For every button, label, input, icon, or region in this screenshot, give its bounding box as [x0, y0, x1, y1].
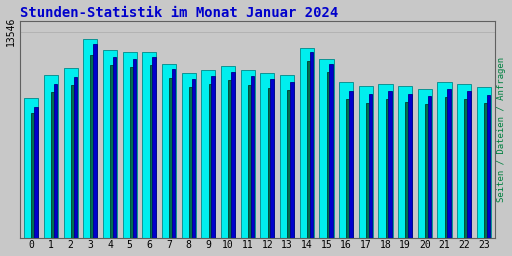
Bar	[487, 95, 490, 238]
Bar	[359, 86, 373, 238]
Y-axis label: Seiten / Dateien / Anfragen: Seiten / Dateien / Anfragen	[498, 57, 506, 202]
Bar	[251, 76, 254, 238]
Bar	[270, 79, 274, 238]
Bar	[31, 113, 35, 238]
Bar	[300, 48, 314, 238]
Bar	[428, 97, 431, 238]
Bar	[110, 65, 114, 238]
Bar	[408, 94, 412, 238]
Bar	[339, 82, 353, 238]
Bar	[464, 99, 468, 238]
Bar	[122, 52, 137, 238]
Bar	[63, 68, 78, 238]
Bar	[133, 59, 136, 238]
Bar	[437, 82, 452, 238]
Bar	[172, 69, 176, 238]
Bar	[24, 98, 38, 238]
Bar	[477, 87, 491, 238]
Bar	[44, 75, 58, 238]
Bar	[425, 104, 429, 238]
Bar	[182, 73, 196, 238]
Bar	[290, 82, 293, 238]
Bar	[34, 106, 38, 238]
Bar	[191, 79, 195, 238]
Bar	[445, 97, 448, 238]
Bar	[221, 66, 235, 238]
Bar	[418, 89, 432, 238]
Bar	[398, 86, 412, 238]
Bar	[169, 78, 173, 238]
Bar	[268, 88, 271, 238]
Bar	[389, 91, 392, 238]
Bar	[162, 64, 176, 238]
Bar	[91, 55, 94, 238]
Bar	[447, 89, 451, 238]
Bar	[51, 92, 55, 238]
Bar	[189, 87, 193, 238]
Bar	[152, 57, 156, 238]
Bar	[346, 99, 350, 238]
Bar	[366, 103, 370, 238]
Bar	[150, 66, 153, 238]
Bar	[248, 85, 251, 238]
Bar	[93, 45, 97, 238]
Bar	[260, 73, 274, 238]
Bar	[406, 102, 409, 238]
Bar	[231, 72, 234, 238]
Bar	[467, 91, 471, 238]
Bar	[287, 90, 291, 238]
Bar	[142, 52, 156, 238]
Bar	[241, 70, 255, 238]
Bar	[378, 84, 393, 238]
Bar	[349, 91, 353, 238]
Bar	[130, 67, 133, 238]
Bar	[103, 50, 117, 238]
Bar	[113, 57, 116, 238]
Bar	[310, 52, 313, 238]
Bar	[327, 72, 330, 238]
Text: Stunden-Statistik im Monat Januar 2024: Stunden-Statistik im Monat Januar 2024	[20, 6, 338, 19]
Bar	[484, 103, 487, 238]
Bar	[386, 99, 389, 238]
Bar	[369, 94, 372, 238]
Bar	[228, 80, 232, 238]
Bar	[71, 85, 74, 238]
Bar	[280, 75, 294, 238]
Bar	[54, 84, 57, 238]
Bar	[307, 61, 310, 238]
Bar	[457, 84, 471, 238]
Bar	[211, 76, 215, 238]
Bar	[201, 70, 216, 238]
Bar	[319, 59, 333, 238]
Bar	[83, 39, 97, 238]
Bar	[208, 84, 212, 238]
Bar	[329, 64, 333, 238]
Bar	[74, 77, 77, 238]
